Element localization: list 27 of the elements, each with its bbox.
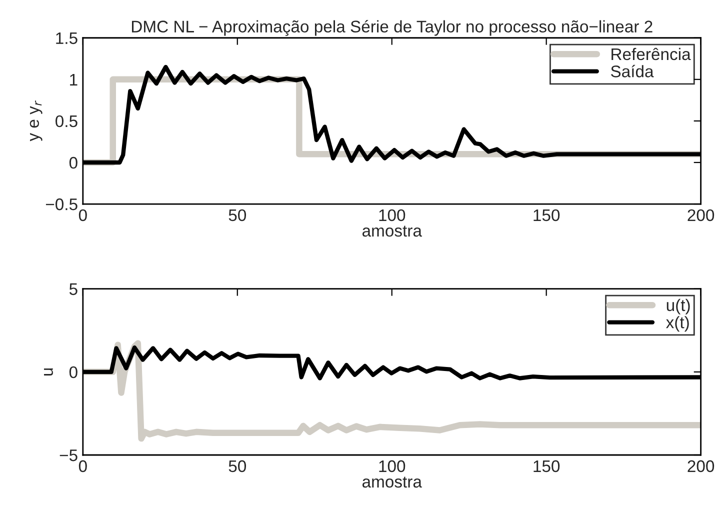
x-tick-label: 150 bbox=[534, 209, 560, 222]
x-tick-label: 0 bbox=[78, 209, 87, 222]
x-axis-title: amostra bbox=[362, 226, 422, 237]
x-tick-label: 200 bbox=[688, 209, 714, 222]
legend-label: x(t) bbox=[666, 316, 689, 332]
y-tick-label: 1 bbox=[70, 74, 78, 86]
legend-label: u(t) bbox=[666, 298, 690, 314]
y-tick-label: −5 bbox=[60, 450, 78, 462]
y-tick-label: 5 bbox=[69, 283, 78, 296]
legend-label: Referência bbox=[612, 48, 691, 60]
y-tick-label: 1.5 bbox=[56, 32, 78, 44]
x-tick-label: 50 bbox=[228, 460, 246, 472]
x-axis-title: amostra bbox=[362, 476, 422, 488]
y-tick-label: 0 bbox=[69, 366, 78, 378]
x-tick-label: 100 bbox=[379, 209, 406, 222]
x-tick-label: 150 bbox=[534, 460, 560, 472]
y-tick-label: −0.5 bbox=[46, 198, 78, 210]
x-tick-label: 0 bbox=[78, 460, 87, 472]
y-tick-label: 0 bbox=[69, 156, 78, 169]
legend-label: Saída bbox=[610, 64, 654, 78]
x-tick-label: 100 bbox=[379, 460, 406, 472]
chart-title: DMC NL − Aproximação pela Série de Taylor no processo não−linear 2 bbox=[132, 20, 652, 36]
x-tick-label: 200 bbox=[688, 460, 714, 472]
y-tick-label: 0.5 bbox=[56, 115, 78, 128]
y-axis-title: u bbox=[44, 368, 53, 376]
y-axis-title: y e y$_{r}$ bbox=[30, 100, 42, 142]
x-tick-label: 50 bbox=[228, 209, 246, 222]
